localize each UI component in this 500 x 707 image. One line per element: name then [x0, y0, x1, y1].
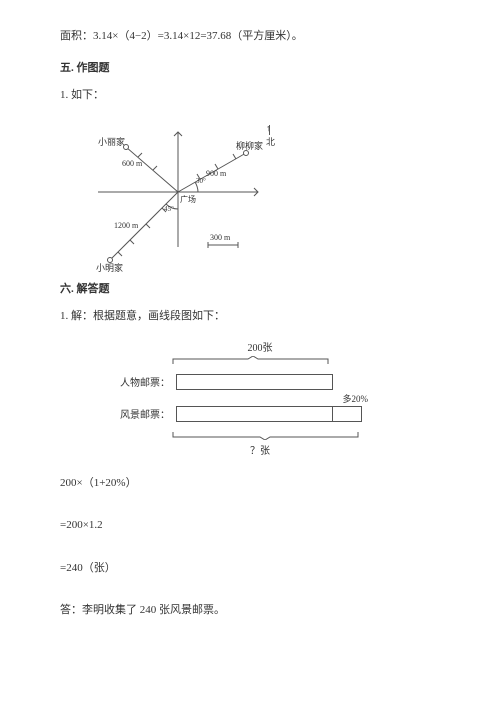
compass-diagram: 北 ↑ 小丽家 柳柳家 小明家 广场 600 m 900 m 1200 m 30… [78, 117, 288, 272]
d900: 900 m [206, 169, 226, 178]
bar2-extra: 多20% [332, 406, 362, 422]
area-line: 面积：3.14×（4−2）=3.14×12=37.68（平方厘米）。 [60, 28, 440, 45]
calc1: 200×（1+20%） [60, 475, 440, 492]
bar2-rect [176, 406, 332, 422]
center-label: 广场 [180, 194, 196, 205]
calc3: =240（张） [60, 560, 440, 577]
north-label: 北 [266, 135, 275, 148]
d1200: 1200 m [114, 221, 138, 230]
section-5-title: 五. 作图题 [60, 59, 440, 75]
bar1-label: 人物邮票： [110, 374, 176, 389]
place-c-label: 小明家 [96, 261, 123, 274]
qmark: ？张 [110, 442, 390, 457]
answer-line: 答：李明收集了 240 张风景邮票。 [60, 602, 440, 619]
place-a-label: 小丽家 [98, 135, 125, 148]
top200: 200张 [110, 339, 390, 354]
section-6-title: 六. 解答题 [60, 280, 440, 296]
bar-diagram: 200张 人物邮票： 风景邮票： 多20% ？张 [110, 339, 390, 457]
d600: 600 m [122, 159, 142, 168]
a30: 30° [196, 177, 206, 185]
bar2-label: 风景邮票： [110, 406, 176, 421]
q1a: 1. 如下： [60, 87, 440, 104]
bar1-rect [176, 374, 333, 390]
a45: 45° [164, 205, 174, 213]
extra-label: 多20% [343, 392, 369, 405]
q1b: 1. 解：根据题意，画线段图如下： [60, 308, 440, 325]
calc2: =200×1.2 [60, 517, 440, 534]
d300: 300 m [210, 233, 230, 242]
place-b-label: 柳柳家 [236, 139, 263, 152]
